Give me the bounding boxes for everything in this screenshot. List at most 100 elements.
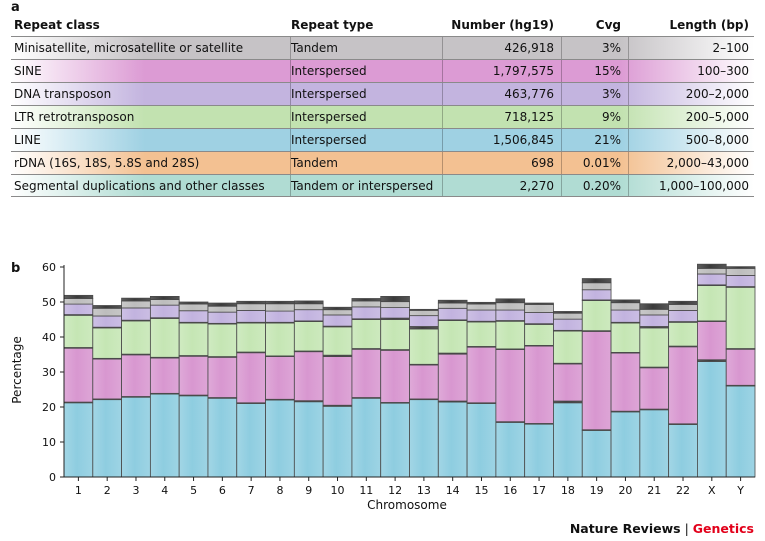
x-tick-label: 5 (190, 484, 197, 497)
bar-segment-line (380, 402, 410, 478)
bar-segment-line (553, 402, 583, 478)
column-separator (628, 106, 629, 128)
bar-segment-sine (92, 358, 122, 400)
cell-repeat-class: DNA transposon (14, 87, 112, 101)
bar-segment-other (697, 263, 727, 269)
column-separator (290, 152, 291, 174)
bar-segment-other (409, 308, 439, 311)
bar-segment-line (495, 421, 526, 478)
bar-segment-ltr (495, 320, 526, 350)
column-separator (442, 152, 443, 174)
bar-segment-satellite (639, 308, 670, 316)
bar-segment-ltr (351, 319, 382, 349)
bar-segment-line (466, 403, 497, 478)
bar-segment-ltr (322, 326, 353, 356)
x-tick-label: 21 (647, 484, 661, 497)
bar-segment-line (293, 401, 324, 478)
column-separator (442, 129, 443, 151)
column-separator (290, 83, 291, 105)
bar-segment-dna (265, 310, 295, 323)
bar-segment-other (92, 305, 122, 309)
cell-length: 100–300 (697, 64, 749, 78)
cell-length: 2–100 (712, 41, 749, 55)
bar-segment-sine (610, 352, 641, 412)
cell-length: 200–2,000 (685, 87, 749, 101)
bar-segment-satellite (495, 302, 526, 311)
bar-segment-ltr (581, 300, 612, 332)
bar-segment-ltr (553, 330, 583, 364)
bar-segment-ltr (725, 286, 756, 349)
bar-segment-sine (293, 351, 324, 402)
column-separator (628, 83, 629, 105)
column-separator (561, 175, 562, 196)
bar-segment-other (121, 297, 151, 302)
bar-segment-satellite (121, 300, 151, 309)
x-tick-label: 15 (474, 484, 488, 497)
table-row: DNA transposon Interspersed 463,776 3% 200–2… (11, 82, 754, 105)
bar-segment-dna (380, 307, 410, 319)
cell-number: 463,776 (504, 87, 554, 101)
column-separator (442, 37, 443, 59)
bar-segment-dna (495, 309, 526, 321)
x-tick-label: 1 (75, 484, 82, 497)
bar-segment-sine (495, 349, 526, 423)
column-separator (442, 60, 443, 82)
cell-repeat-type: Interspersed (291, 64, 367, 78)
column-separator (628, 152, 629, 174)
bar-segment-other (524, 302, 554, 305)
bar-segment-sine (466, 346, 497, 404)
bar-segment-other (581, 278, 612, 284)
bar-segment-sine (236, 352, 266, 404)
cell-repeat-type: Tandem (291, 41, 338, 55)
footer-separator: | (680, 521, 693, 536)
x-tick-label: 11 (359, 484, 373, 497)
cell-repeat-class: LTR retrotransposon (14, 110, 135, 124)
bar-segment-other (63, 294, 94, 299)
bar-segment-ltr (293, 321, 324, 352)
table-row: rDNA (16S, 18S, 5.8S and 28S) Tandem 698 0.… (11, 151, 754, 174)
cell-length: 1,000–100,000 (659, 179, 749, 193)
bar-segment-dna (668, 310, 698, 323)
bar-segment-satellite (149, 299, 180, 306)
bar-segment-sine (265, 356, 295, 400)
x-tick-label: 2 (104, 484, 111, 497)
repeat-class-table: Repeat class Repeat type Number (hg19) C… (11, 14, 754, 197)
bar-segment-sine (437, 353, 468, 402)
table-header-row: Repeat class Repeat type Number (hg19) C… (11, 14, 754, 36)
journal-footer: Nature Reviews | Genetics (570, 521, 754, 536)
column-separator (442, 175, 443, 196)
y-tick-label: 20 (42, 401, 56, 414)
bar-segment-line (697, 361, 727, 478)
bar-segment-sine (351, 348, 382, 398)
x-tick-label: 7 (248, 484, 255, 497)
column-separator (290, 106, 291, 128)
bar-segment-ltr (380, 319, 410, 351)
bar-segment-other (610, 299, 641, 304)
panel-label-a: a (11, 0, 20, 15)
bar-segment-ltr (524, 324, 554, 346)
y-tick-label: 50 (42, 296, 56, 309)
bar-segment-line (725, 385, 756, 478)
bar-segment-ltr (437, 320, 468, 354)
x-tick-label: 10 (331, 484, 345, 497)
bar-segment-dna (725, 274, 756, 287)
column-separator (561, 129, 562, 151)
bar-segment-dna (92, 315, 122, 328)
bar-segment-satellite (437, 302, 468, 309)
column-separator (561, 106, 562, 128)
bar-segment-satellite (668, 304, 698, 311)
bar-segment-sine (553, 363, 583, 402)
x-tick-label: 12 (388, 484, 402, 497)
column-separator (561, 83, 562, 105)
bar-segment-sine (207, 356, 238, 398)
cell-repeat-type: Interspersed (291, 133, 367, 147)
bar-segment-sine (581, 331, 612, 431)
y-tick-label: 30 (42, 366, 56, 379)
bar-segment-satellite (725, 267, 756, 276)
bar-segment-satellite (63, 298, 94, 305)
bar-segment-other (553, 311, 583, 314)
column-separator (628, 175, 629, 196)
bar-segment-other (178, 301, 209, 305)
table-body: Minisatellite, microsatellite or satelli… (11, 36, 754, 197)
